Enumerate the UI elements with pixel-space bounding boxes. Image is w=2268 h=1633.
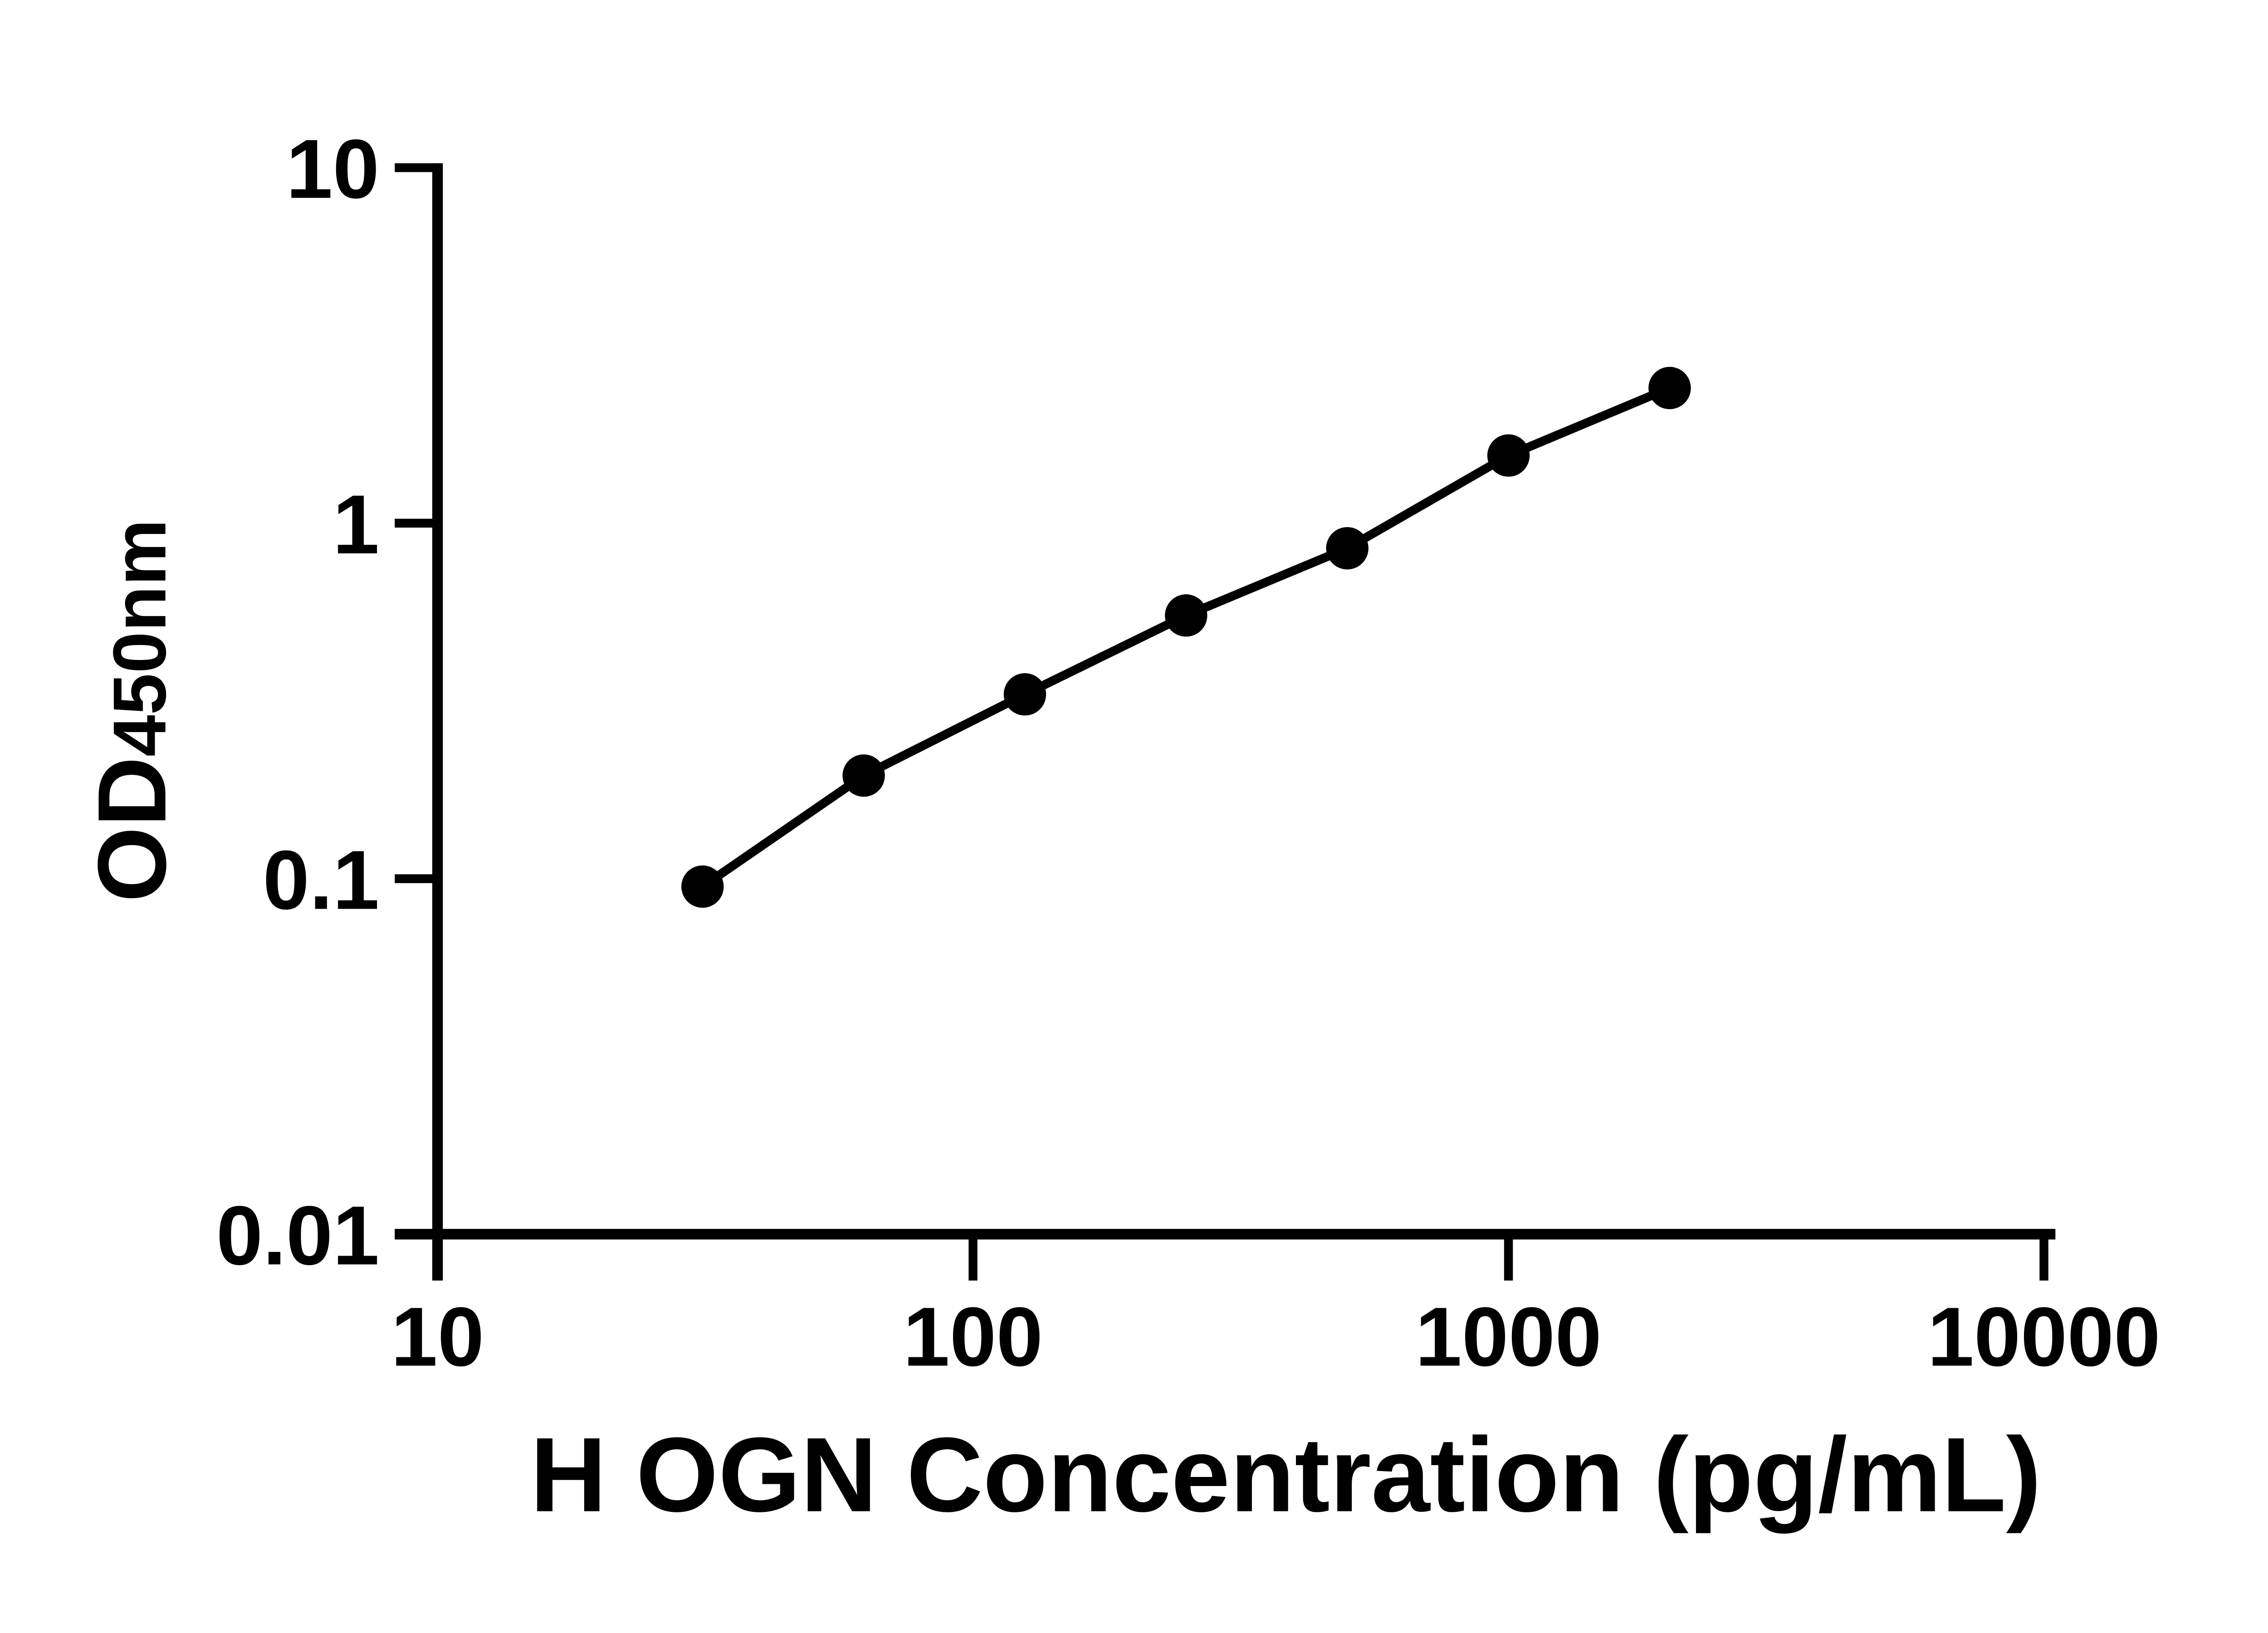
x-tick-label: 10000 [1927, 1291, 2160, 1384]
y-tick-label: 0.1 [263, 834, 379, 927]
data-point [1165, 594, 1207, 637]
x-tick-label: 1000 [1415, 1291, 1602, 1384]
axes [395, 163, 2056, 1281]
x-axis-title: H OGN Concentration (pg/mL) [530, 1416, 2042, 1534]
data-point [842, 754, 885, 797]
data-point [1326, 527, 1369, 570]
data-point [1003, 673, 1046, 716]
y-tick-label: 1 [333, 478, 380, 572]
y-tick-label: 0.01 [216, 1189, 380, 1282]
y-axis-title-main: OD [78, 757, 186, 902]
y-axis-title: OD450nm [78, 519, 186, 902]
data-series [681, 367, 1691, 908]
x-tick-label: 100 [903, 1291, 1043, 1384]
y-tick-label: 10 [286, 122, 380, 216]
data-point [1487, 434, 1530, 477]
x-tick-label: 10 [391, 1291, 484, 1384]
data-point [681, 865, 724, 908]
y-axis-ticks: 10 1 0.1 0.01 [216, 122, 438, 1282]
y-axis-title-sub: 450nm [98, 519, 182, 757]
x-axis-ticks: 10 100 1000 10000 [391, 1234, 2160, 1384]
data-point [1648, 367, 1691, 410]
